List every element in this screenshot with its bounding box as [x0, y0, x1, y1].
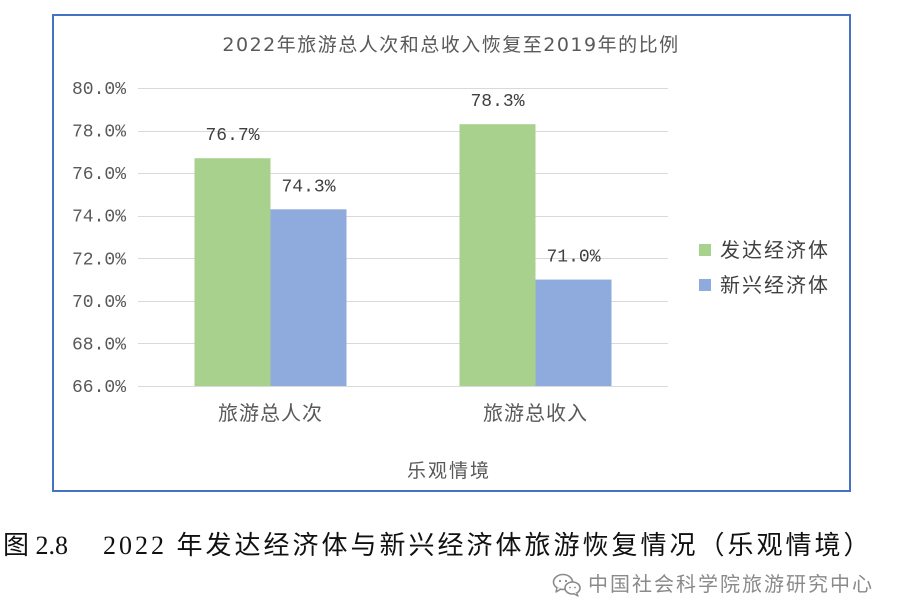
legend-label: 新兴经济体	[720, 273, 830, 297]
bar-s1-c2	[459, 124, 536, 386]
legend-item: 发达经济体	[699, 238, 830, 262]
y-tick-label: 66.0%	[72, 378, 126, 398]
figure-number: 图 2.8	[3, 531, 69, 560]
x-axis-title: 乐观情境	[407, 460, 491, 482]
chart: 2022年旅游总人次和总收入恢复至2019年的比例 66.0% 68.0% 70.0…	[52, 14, 851, 492]
bars	[194, 124, 612, 386]
legend-label: 发达经济体	[720, 238, 830, 262]
watermark-text: 中国社会科学院旅游研究中心	[588, 572, 874, 596]
x-tick-label: 旅游总收入	[483, 401, 588, 425]
y-tick-label: 68.0%	[72, 335, 126, 355]
y-tick-label: 76.0%	[72, 165, 126, 185]
bar-s1-c1	[194, 158, 271, 386]
data-label-s2-c1: 74.3%	[281, 177, 335, 197]
y-tick-label: 70.0%	[72, 293, 126, 313]
wechat-icon	[552, 573, 581, 597]
legend-item: 新兴经济体	[699, 273, 830, 297]
data-label-s2-c2: 71.0%	[546, 248, 600, 268]
y-axis-ticks: 66.0% 68.0% 70.0% 72.0% 74.0% 76.0% 78.0% 80.0%	[72, 80, 126, 398]
y-tick-label: 80.0%	[72, 80, 126, 100]
x-tick-label: 旅游总人次	[218, 401, 323, 425]
y-tick-label: 78.0%	[72, 123, 126, 143]
data-labels: 76.7% 74.3% 78.3% 71.0%	[205, 92, 600, 267]
chart-title: 2022年旅游总人次和总收入恢复至2019年的比例	[222, 34, 679, 56]
legend-swatch	[699, 279, 711, 291]
figure-caption: 2022 年发达经济体与新兴经济体旅游恢复情况（乐观情境）	[103, 531, 873, 560]
x-axis-ticks: 旅游总人次 旅游总收入	[218, 401, 588, 425]
chart-frame	[52, 14, 851, 492]
legend-swatch	[699, 244, 711, 256]
bar-s2-c1	[270, 209, 347, 386]
data-label-s1-c2: 78.3%	[470, 92, 524, 112]
legend: 发达经济体 新兴经济体	[699, 238, 830, 297]
y-tick-label: 74.0%	[72, 208, 126, 228]
y-tick-label: 72.0%	[72, 250, 126, 270]
data-label-s1-c1: 76.7%	[205, 126, 259, 146]
bar-s2-c2	[535, 279, 612, 386]
